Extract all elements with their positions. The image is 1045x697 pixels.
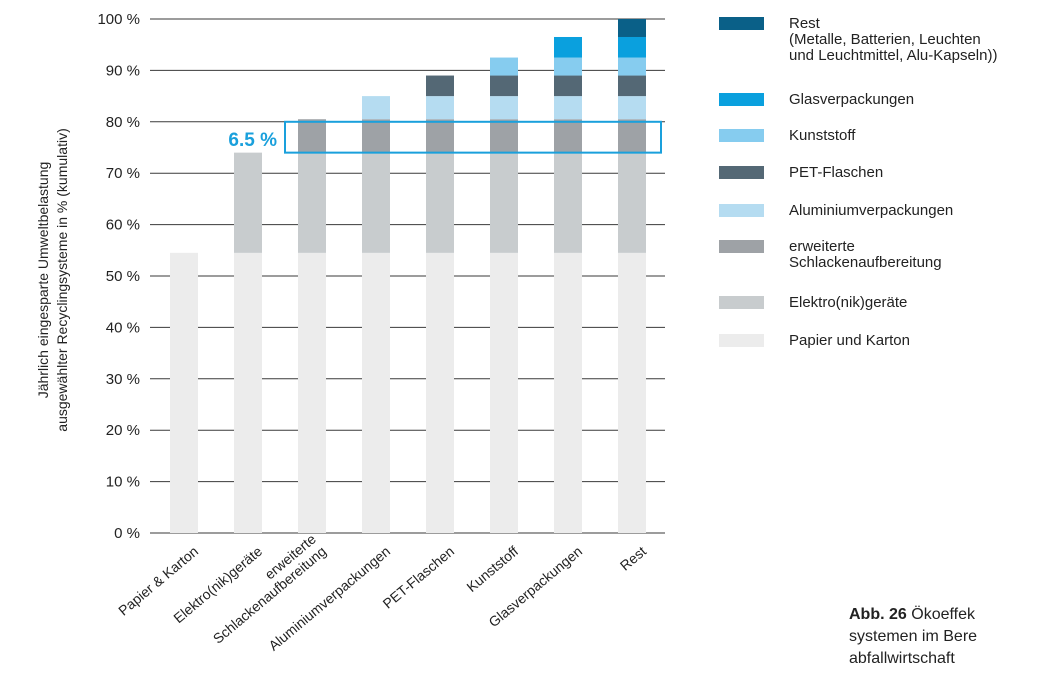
- bars: [170, 19, 646, 533]
- gridlines: [150, 18, 665, 534]
- bar-segment: [298, 252, 326, 533]
- caption-line-1: Ökoeffek: [911, 606, 975, 623]
- bar-segment: [362, 252, 390, 533]
- bar-segment: [426, 75, 454, 97]
- legend-label: Papier und Karton: [789, 332, 910, 349]
- legend-swatch: [719, 17, 764, 30]
- bar-segment: [298, 152, 326, 253]
- legend-label: PET-Flaschen: [789, 164, 883, 181]
- bar-segment: [426, 152, 454, 253]
- bar-segment: [618, 57, 646, 76]
- y-axis-ticks: 0 % 10 % 20 % 30 % 40 % 50 % 60 % 70 % 80 % 90 % 1…: [97, 11, 140, 542]
- legend-label: erweiterte: [789, 238, 855, 255]
- bar-segment: [554, 96, 582, 120]
- y-tick-label: 30 %: [106, 371, 140, 388]
- y-tick-label: 70 %: [106, 165, 140, 182]
- legend-swatch: [719, 240, 764, 253]
- x-category-label: Kunststoff: [463, 543, 521, 595]
- y-axis-label-line-1: Jährlich eingesparte Umweltbelastung: [35, 162, 51, 399]
- legend-swatch: [719, 204, 764, 217]
- y-axis-label-line-2: ausgewählter Recyclingsysteme in % (kumu…: [54, 128, 70, 431]
- bar-segment: [618, 96, 646, 120]
- legend-label: (Metalle, Batterien, Leuchten: [789, 31, 981, 48]
- bar-segment: [554, 152, 582, 253]
- legend-label: Rest: [789, 15, 821, 32]
- bar-segment: [618, 36, 646, 58]
- y-tick-label: 60 %: [106, 217, 140, 234]
- bar-segment: [490, 152, 518, 253]
- highlight-label: 6.5 %: [228, 130, 277, 151]
- legend-swatch: [719, 93, 764, 106]
- bar-segment: [618, 252, 646, 533]
- legend-label: Aluminiumverpackungen: [789, 202, 953, 219]
- highlight-box: [284, 120, 662, 154]
- caption-line-3: abfallwirtschaft: [849, 650, 955, 667]
- legend-label: Glasverpackungen: [789, 91, 914, 108]
- bar-segment: [362, 96, 390, 120]
- bar-segment: [426, 96, 454, 120]
- legend-swatch: [719, 129, 764, 142]
- legend-label: Elektro(nik)geräte: [789, 294, 907, 311]
- y-tick-label: 100 %: [97, 11, 140, 28]
- y-tick-label: 90 %: [106, 62, 140, 79]
- bar-segment: [362, 119, 390, 153]
- bar-segment: [490, 252, 518, 533]
- legend-swatch: [719, 296, 764, 309]
- caption-line-2: systemen im Bere: [849, 628, 978, 645]
- highlight-annotation: 6.5 %: [228, 120, 662, 154]
- x-category-label-line: Kunststoff: [463, 543, 521, 595]
- bar-segment: [554, 252, 582, 533]
- bar-segment: [618, 152, 646, 253]
- bar-segment: [554, 75, 582, 97]
- bar-segment: [426, 119, 454, 153]
- bar-segment: [490, 75, 518, 97]
- y-axis-label: Jährlich eingesparte Umweltbelastung ausg…: [35, 128, 70, 431]
- bar-segment: [490, 57, 518, 76]
- bar-segment: [170, 252, 198, 533]
- bar-segment: [618, 119, 646, 153]
- bar-segment: [554, 36, 582, 58]
- legend-swatch: [719, 334, 764, 347]
- bar-segment: [618, 75, 646, 97]
- y-tick-label: 10 %: [106, 474, 140, 491]
- y-tick-label: 20 %: [106, 422, 140, 439]
- legend-label: Kunststoff: [789, 127, 856, 144]
- bar-segment: [298, 119, 326, 153]
- legend-swatch: [719, 166, 764, 179]
- figure-caption: Abb. 26 Ökoeffek systemen im Bere abfall…: [849, 604, 977, 670]
- caption-figure-number: Abb. 26: [849, 606, 907, 623]
- x-category-label: Rest: [617, 543, 649, 574]
- bar-segment: [234, 152, 262, 253]
- bar-segment: [490, 96, 518, 120]
- legend-label: und Leuchtmittel, Alu-Kapseln)): [789, 47, 997, 64]
- bar-segment: [234, 252, 262, 533]
- bar-segment: [554, 57, 582, 76]
- bar-segment: [490, 119, 518, 153]
- bar-segment: [554, 119, 582, 153]
- legend-label: Schlackenaufbereitung: [789, 254, 942, 271]
- y-tick-label: 50 %: [106, 268, 140, 285]
- bar-segment: [426, 252, 454, 533]
- y-tick-label: 0 %: [114, 525, 140, 542]
- y-tick-label: 40 %: [106, 319, 140, 336]
- x-category-label-line: Schlackenaufbereitung: [210, 543, 329, 647]
- x-category-label-line: Rest: [617, 543, 649, 574]
- x-axis-categories: Papier & KartonElektro(nik)geräteerweite…: [115, 530, 649, 653]
- y-tick-label: 80 %: [106, 114, 140, 131]
- bar-segment: [362, 152, 390, 253]
- bar-segment: [618, 19, 646, 37]
